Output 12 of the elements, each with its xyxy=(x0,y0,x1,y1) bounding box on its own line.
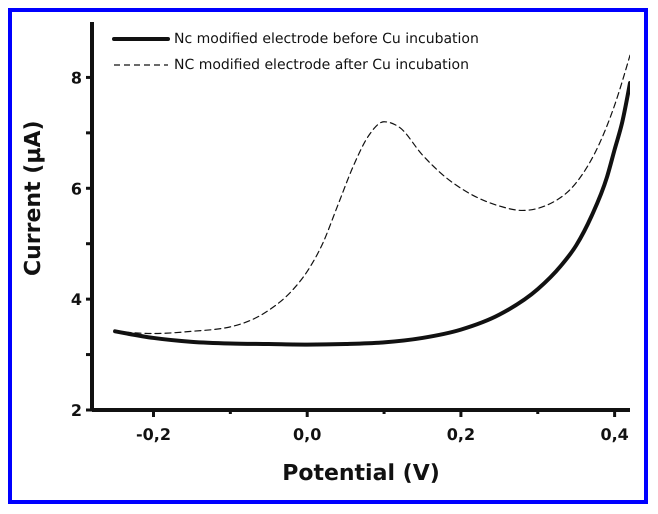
y-axis-title: Current (μA) xyxy=(20,120,46,276)
x-axis-title: Potential (V) xyxy=(282,461,440,486)
y-tick-label: 6 xyxy=(70,179,82,198)
legend-label: NC modified electrode after Cu incubation xyxy=(174,57,469,73)
legend-label: Nc modified electrode before Cu incubation xyxy=(174,31,479,47)
y-tick-label: 2 xyxy=(70,401,82,420)
y-tick-label: 4 xyxy=(70,290,82,310)
x-tick-label: 0,4 xyxy=(600,425,629,444)
x-tick-label: 0,0 xyxy=(293,425,322,444)
y-tick-label: 8 xyxy=(70,68,82,88)
x-tick-label: -0,2 xyxy=(136,425,171,444)
x-tick-label: 0,2 xyxy=(446,425,476,444)
